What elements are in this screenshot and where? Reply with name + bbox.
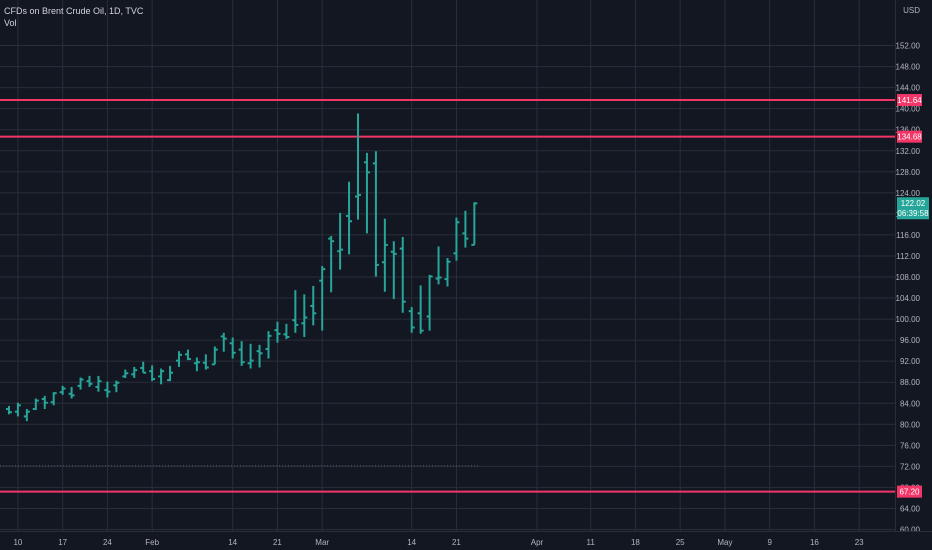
- y-tick-label: 88.00: [900, 378, 921, 387]
- currency-label: USD: [903, 6, 920, 15]
- y-tick-label: 112.00: [896, 252, 920, 261]
- x-tick-label: 18: [631, 538, 640, 547]
- y-tick-label: 72.00: [900, 462, 921, 471]
- x-tick-label: Mar: [315, 538, 329, 547]
- y-tick-label: 124.00: [896, 189, 921, 198]
- last-price-label: 122.02: [901, 199, 926, 208]
- time-axis-background: [0, 532, 932, 550]
- volume-indicator-label[interactable]: Vol: [4, 18, 17, 28]
- bar-countdown-label: 06:39:58: [897, 209, 929, 218]
- level-badge: [897, 94, 922, 107]
- ohlc-bars: [5, 113, 478, 422]
- y-tick-label: 64.00: [900, 504, 921, 513]
- x-tick-label: 14: [228, 538, 237, 547]
- y-tick-label: 104.00: [896, 294, 921, 303]
- y-tick-label: 100.00: [896, 315, 921, 324]
- price-axis-background: [896, 0, 932, 550]
- y-tick-label: 128.00: [896, 168, 921, 177]
- time-axis[interactable]: [0, 531, 932, 550]
- y-tick-label: 108.00: [896, 273, 921, 282]
- x-tick-label: 9: [767, 538, 772, 547]
- last-price-badge: [897, 197, 929, 220]
- x-tick-label: 17: [58, 538, 67, 547]
- level-badge-label: 141.64: [897, 96, 922, 105]
- x-tick-label: 21: [452, 538, 461, 547]
- y-tick-label: 80.00: [900, 420, 921, 429]
- symbol-title[interactable]: CFDs on Brent Crude Oil, 1D, TVC: [4, 6, 144, 16]
- x-tick-label: 21: [273, 538, 282, 547]
- y-tick-label: 136.00: [896, 126, 921, 135]
- y-tick-label: 152.00: [896, 42, 921, 51]
- y-tick-label: 140.00: [896, 105, 921, 114]
- level-badge: [897, 485, 922, 498]
- x-tick-label: Feb: [145, 538, 159, 547]
- level-badge-label: 67.20: [899, 488, 920, 497]
- y-tick-label: 132.00: [896, 147, 921, 156]
- x-tick-label: 10: [13, 538, 22, 547]
- y-tick-label: 92.00: [900, 357, 921, 366]
- price-axis[interactable]: USD: [895, 0, 932, 550]
- y-tick-label: 116.00: [896, 231, 920, 240]
- horizontal-level-lines: [0, 99, 895, 493]
- y-tick-label: 84.00: [900, 399, 921, 408]
- x-tick-label: 16: [810, 538, 819, 547]
- grid-lines: [0, 0, 895, 531]
- y-tick-label: 60.00: [900, 526, 921, 535]
- x-tick-label: 14: [407, 538, 416, 547]
- x-tick-label: 23: [855, 538, 864, 547]
- x-tick-label: 24: [103, 538, 112, 547]
- x-tick-labels: 10 17 24 Feb 14 21 Mar 14 21 Apr 11 18 25 May 9 16 23: [13, 538, 864, 547]
- chart-legend: CFDs on Brent Crude Oil, 1D, TVC Vol: [4, 5, 143, 29]
- y-tick-label: 148.00: [896, 63, 921, 72]
- y-tick-label: 144.00: [896, 84, 921, 93]
- y-tick-label: 96.00: [900, 336, 921, 345]
- x-tick-label: Apr: [531, 538, 544, 547]
- x-tick-label: 25: [676, 538, 685, 547]
- x-tick-label: May: [717, 538, 732, 547]
- x-tick-label: 11: [587, 538, 596, 547]
- level-badge-label: 134.68: [897, 133, 922, 142]
- level-badge: [897, 130, 922, 143]
- y-tick-label: 76.00: [900, 441, 921, 450]
